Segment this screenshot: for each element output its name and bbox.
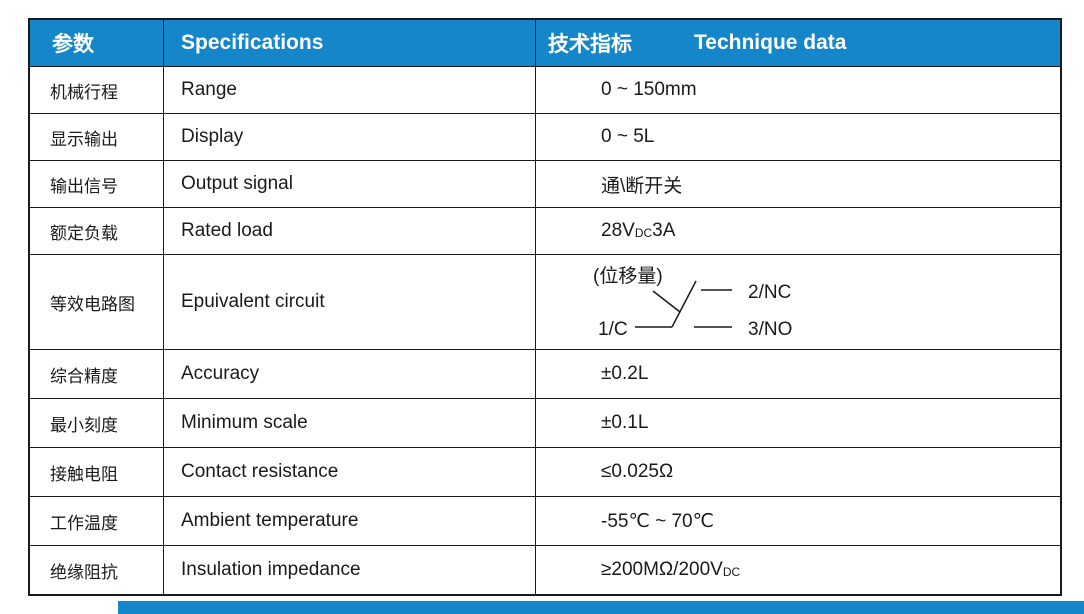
spec-label: Rated load (181, 220, 273, 241)
value-cell: 0 ~ 150mm (535, 67, 1060, 113)
circuit-nc-label: 2/NC (748, 282, 791, 303)
spec-cell: Rated load (163, 208, 535, 254)
value-cell: ±0.1L (535, 399, 1060, 447)
spec-cell: Contact resistance (163, 448, 535, 496)
param-label: 输出信号 (50, 176, 118, 196)
value-cell: 通\断开关 (535, 161, 1060, 207)
value-cell: ±0.2L (535, 350, 1060, 398)
equivalent-circuit-diagram: (位移量) 2/NC 1/C 3/NO (593, 265, 792, 340)
table-row-output-signal: 输出信号 Output signal 通\断开关 (30, 160, 1060, 207)
table-row-rated-load: 额定负载 Rated load 28V DC 3A (30, 207, 1060, 254)
value-text: 28V (601, 220, 635, 241)
spec-cell: Accuracy (163, 350, 535, 398)
circuit-cell: (位移量) 2/NC 1/C 3/NO (535, 255, 1060, 349)
header-tech-en-label: Technique data (694, 31, 847, 54)
circuit-no-label: 3/NO (748, 319, 792, 340)
circuit-common-label: 1/C (598, 319, 628, 340)
value-subscript: DC (722, 565, 741, 579)
value-text: ≤0.025Ω (601, 461, 674, 482)
table-row-contact-resistance: 接触电阻 Contact resistance ≤0.025Ω (30, 447, 1060, 496)
param-label: 接触电阻 (50, 464, 118, 484)
table-header-row: 参数 Specifications 技术指标 Technique data (30, 20, 1060, 66)
circuit-lever-line (671, 280, 697, 327)
spec-cell: Display (163, 114, 535, 160)
param-cell: 最小刻度 (30, 399, 163, 447)
param-label: 显示输出 (50, 129, 118, 149)
table-row-range: 机械行程 Range 0 ~ 150mm (30, 66, 1060, 113)
spec-cell: Minimum scale (163, 399, 535, 447)
param-cell: 额定负载 (30, 208, 163, 254)
table-row-insulation-impedance: 绝缘阻抗 Insulation impedance ≥200MΩ/200V DC (30, 545, 1060, 594)
value-text: ±0.1L (601, 412, 649, 433)
spec-label: Accuracy (181, 363, 260, 384)
param-label: 综合精度 (50, 366, 118, 386)
spec-label: Insulation impedance (181, 559, 361, 580)
value-text: 通\断开关 (601, 175, 683, 197)
spec-label: Contact resistance (181, 461, 339, 482)
spec-cell: Range (163, 67, 535, 113)
spec-label: Ambient temperature (181, 510, 359, 531)
value-subscript: DC (634, 226, 653, 240)
header-param-label: 参数 (52, 33, 94, 56)
param-cell: 等效电路图 (30, 255, 163, 349)
next-section-header-partial (118, 601, 1084, 614)
param-cell: 工作温度 (30, 497, 163, 545)
param-label: 最小刻度 (50, 415, 118, 435)
header-cell-technique-data: 技术指标 Technique data (535, 20, 1060, 66)
value-text: 0 ~ 150mm (601, 79, 697, 100)
table-row-display: 显示输出 Display 0 ~ 5L (30, 113, 1060, 160)
param-label: 额定负载 (50, 223, 118, 243)
param-label: 工作温度 (50, 513, 118, 533)
table-row-minimum-scale: 最小刻度 Minimum scale ±0.1L (30, 398, 1060, 447)
value-text: ≥200MΩ/200V (601, 559, 723, 580)
spec-cell: Ambient temperature (163, 497, 535, 545)
header-specifications-label: Specifications (181, 31, 324, 54)
table-row-equivalent-circuit: 等效电路图 Epuivalent circuit (位移量) 2/NC 1/C … (30, 254, 1060, 349)
spec-label: Display (181, 126, 244, 147)
header-cell-specifications: Specifications (163, 20, 535, 66)
spec-label: Range (181, 79, 237, 100)
spec-label: Minimum scale (181, 412, 308, 433)
table-row-accuracy: 综合精度 Accuracy ±0.2L (30, 349, 1060, 398)
value-cell: ≥200MΩ/200V DC (535, 546, 1060, 594)
param-cell: 综合精度 (30, 350, 163, 398)
circuit-displacement-label: (位移量) (593, 265, 663, 287)
spec-label: Epuivalent circuit (181, 291, 325, 312)
value-cell: ≤0.025Ω (535, 448, 1060, 496)
param-label: 等效电路图 (50, 294, 135, 314)
circuit-actuator-line (652, 289, 681, 313)
value-text: ±0.2L (601, 363, 649, 384)
value-text-post: 3A (652, 220, 676, 241)
param-cell: 接触电阻 (30, 448, 163, 496)
value-text: -55℃ ~ 70℃ (601, 510, 714, 532)
param-cell: 机械行程 (30, 67, 163, 113)
value-cell: 0 ~ 5L (535, 114, 1060, 160)
specifications-table: 参数 Specifications 技术指标 Technique data 机械… (28, 18, 1062, 596)
param-cell: 显示输出 (30, 114, 163, 160)
spec-cell: Output signal (163, 161, 535, 207)
spec-cell: Epuivalent circuit (163, 255, 535, 349)
param-cell: 输出信号 (30, 161, 163, 207)
header-cell-param: 参数 (30, 20, 163, 66)
table-row-ambient-temperature: 工作温度 Ambient temperature -55℃ ~ 70℃ (30, 496, 1060, 545)
spec-cell: Insulation impedance (163, 546, 535, 594)
param-label: 机械行程 (50, 82, 118, 102)
value-cell: -55℃ ~ 70℃ (535, 497, 1060, 545)
spec-label: Output signal (181, 173, 293, 194)
param-cell: 绝缘阻抗 (30, 546, 163, 594)
header-tech-zh-label: 技术指标 (548, 33, 632, 56)
value-cell: 28V DC 3A (535, 208, 1060, 254)
param-label: 绝缘阻抗 (50, 562, 118, 582)
value-text: 0 ~ 5L (601, 126, 655, 147)
